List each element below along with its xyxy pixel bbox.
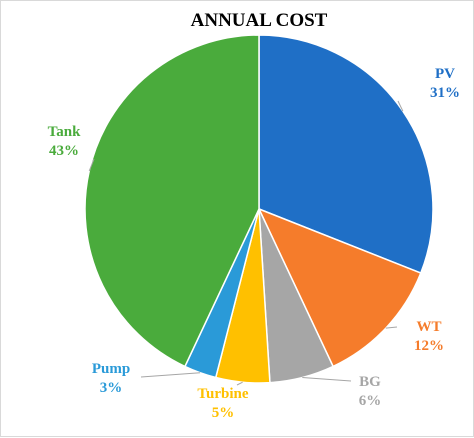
chart-title: ANNUAL COST	[191, 10, 328, 31]
slice-label-value-bg: 6%	[359, 393, 382, 409]
slice-label-name-wt: WT	[416, 319, 441, 335]
slice-label-name-tank: Tank	[48, 124, 81, 140]
leader-line-pump	[140, 372, 201, 378]
slice-label-value-pv: 31%	[430, 85, 460, 101]
pie-slice-tank	[84, 34, 260, 368]
leader-line-wt	[385, 326, 398, 329]
leader-line-turbine	[236, 381, 243, 386]
leader-line-bg	[302, 377, 352, 382]
slice-label-value-pump: 3%	[100, 380, 123, 396]
slice-label-value-wt: 12%	[414, 338, 444, 354]
pie-slices	[84, 34, 434, 384]
slice-label-name-bg: BG	[359, 374, 381, 390]
leader-line-tank	[88, 158, 95, 172]
leader-lines	[88, 100, 404, 386]
slice-labels: PV 31% WT 12% BG 6% Turbine 5% Pump 3% Tank 43%	[48, 66, 460, 421]
slice-label-value-tank: 43%	[49, 143, 79, 159]
slice-label-name-pv: PV	[435, 66, 455, 82]
slice-label-value-turbine: 5%	[212, 405, 235, 421]
pie-slice-pv	[258, 34, 434, 275]
leader-line-pv	[397, 100, 404, 112]
slice-label-name-pump: Pump	[92, 361, 130, 377]
slice-label-name-turbine: Turbine	[197, 386, 248, 402]
